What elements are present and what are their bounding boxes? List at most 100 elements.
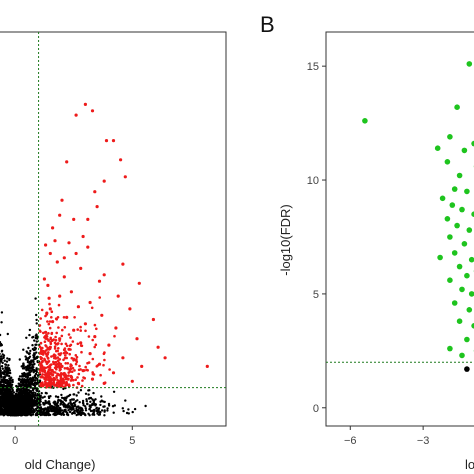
significant-point: [45, 354, 49, 358]
significant-point: [41, 360, 44, 364]
cloud-point: [33, 352, 36, 355]
cloud-point: [28, 333, 31, 337]
significant-point: [60, 385, 63, 388]
cloud-point: [34, 343, 37, 346]
significant-point: [55, 260, 59, 264]
significant-point: [79, 341, 83, 345]
cloud-point: [25, 403, 28, 406]
cloud-point: [23, 372, 26, 375]
cloud-point: [91, 413, 94, 416]
significant-point: [113, 334, 116, 338]
cloud-point: [5, 394, 9, 397]
cloud-point: [34, 369, 37, 372]
cloud-point: [30, 404, 34, 407]
significant-point: [39, 383, 43, 388]
cloud-point: [17, 409, 21, 413]
panel-b-significant-point: [468, 291, 474, 297]
cloud-point: [30, 360, 33, 364]
cloud-point: [7, 390, 11, 393]
cloud-point: [23, 404, 26, 408]
cloud-point: [28, 328, 32, 332]
significant-point: [79, 266, 83, 270]
cloud-point: [40, 410, 43, 414]
significant-point: [65, 374, 68, 378]
significant-point: [53, 383, 56, 387]
panel-b-frame: [325, 31, 474, 427]
cloud-point: [61, 411, 65, 415]
cloud-point: [55, 411, 59, 414]
cloud-point: [103, 400, 106, 404]
cloud-point: [56, 405, 59, 408]
cloud-point: [60, 400, 63, 403]
cloud-point: [0, 380, 2, 383]
cloud-point: [35, 394, 38, 397]
significant-point: [156, 345, 160, 349]
significant-point: [50, 381, 53, 385]
panel-b-significant-point: [464, 272, 470, 279]
cloud-point: [21, 378, 24, 381]
cloud-point: [0, 375, 3, 378]
cloud-point: [86, 402, 89, 406]
significant-point: [51, 373, 55, 377]
cloud-point: [0, 362, 1, 365]
cloud-point: [48, 400, 51, 403]
panel-b-y-tick-label: 15: [307, 61, 319, 73]
cloud-point: [27, 357, 30, 360]
cloud-point: [1, 410, 4, 414]
significant-point: [74, 251, 78, 256]
cloud-point: [3, 379, 7, 383]
cloud-point: [28, 364, 31, 367]
significant-point: [62, 256, 66, 260]
cloud-point: [75, 413, 78, 417]
cloud-point: [35, 340, 38, 343]
significant-point: [74, 378, 77, 382]
significant-point: [62, 382, 65, 385]
significant-point: [111, 139, 116, 143]
cloud-point: [77, 391, 80, 394]
significant-point: [48, 302, 51, 306]
cloud-point: [7, 364, 10, 367]
cloud-point: [21, 396, 24, 399]
significant-point: [50, 339, 54, 343]
cloud-point: [20, 365, 23, 368]
cloud-point: [92, 391, 95, 395]
cloud-point: [2, 356, 5, 359]
cloud-point: [26, 359, 29, 362]
significant-point: [83, 376, 86, 380]
significant-point: [63, 367, 67, 370]
cloud-point: [84, 407, 88, 410]
cloud-point: [3, 394, 7, 398]
cloud-point: [35, 351, 38, 354]
cloud-point: [21, 372, 24, 375]
significant-point: [71, 366, 75, 370]
cloud-point: [26, 413, 29, 416]
cloud-point: [131, 410, 134, 414]
cloud-point: [69, 398, 72, 402]
significant-point: [65, 160, 69, 164]
cloud-point: [32, 408, 35, 411]
panel-b-significant-point: [454, 222, 460, 229]
cloud-point: [31, 411, 34, 414]
significant-point: [65, 380, 68, 384]
significant-point: [47, 296, 51, 300]
significant-point: [53, 345, 57, 349]
cloud-point: [35, 381, 38, 385]
cloud-point: [72, 407, 75, 411]
significant-point: [61, 372, 64, 376]
significant-point: [42, 277, 47, 281]
cloud-point: [68, 410, 72, 414]
significant-point: [61, 328, 64, 332]
cloud-point: [75, 407, 78, 410]
significant-point: [88, 300, 92, 305]
significant-point: [76, 305, 80, 309]
cloud-point: [35, 409, 38, 412]
cloud-point: [39, 400, 42, 403]
significant-point: [61, 379, 64, 383]
significant-point: [63, 356, 67, 360]
significant-point: [57, 364, 61, 367]
cloud-point: [18, 358, 21, 361]
cloud-point: [8, 401, 12, 404]
significant-point: [107, 343, 111, 347]
cloud-point: [19, 388, 22, 391]
significant-point: [46, 375, 49, 379]
